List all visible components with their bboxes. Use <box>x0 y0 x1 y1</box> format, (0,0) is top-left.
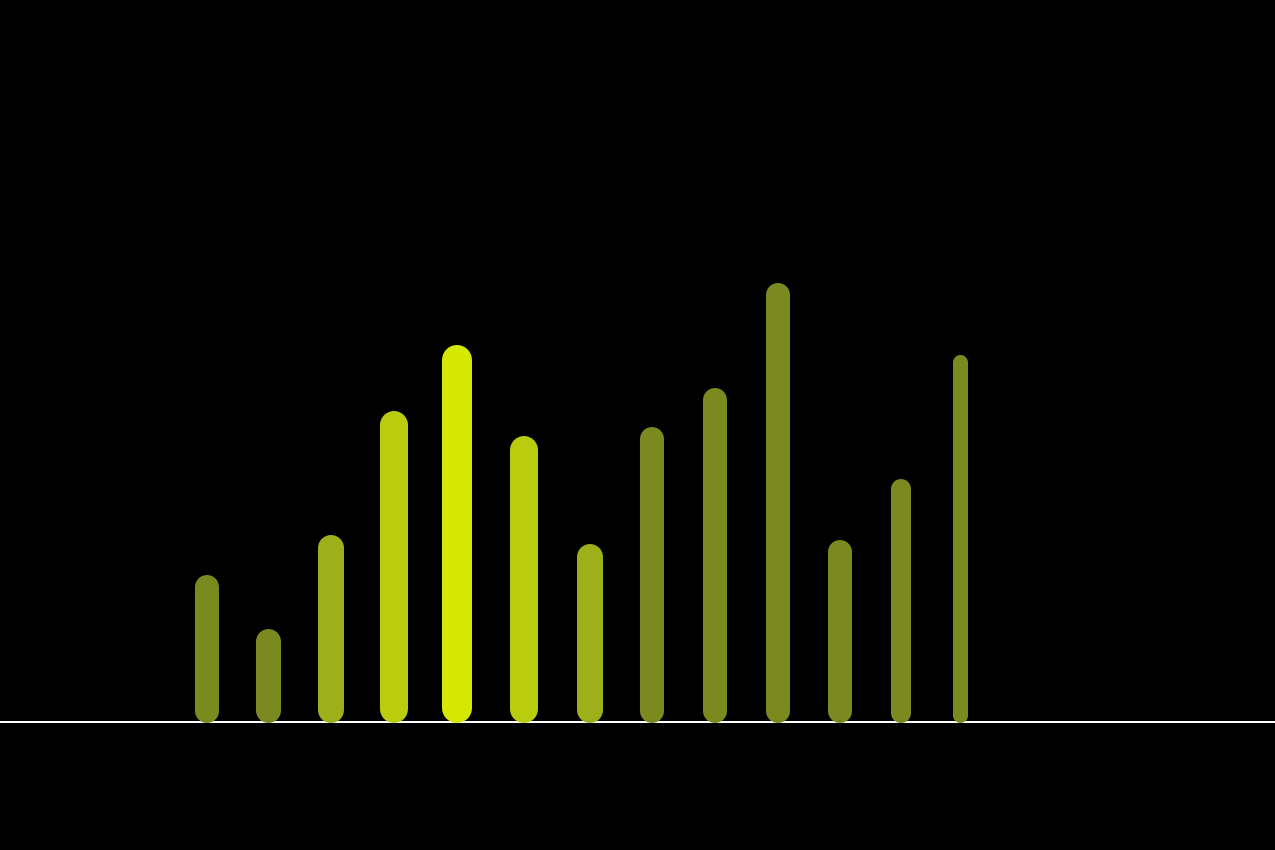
bar-12 <box>953 355 968 723</box>
bar-7 <box>640 427 664 723</box>
bar-8 <box>703 388 727 723</box>
bar-11 <box>891 479 911 723</box>
bar-0 <box>195 575 219 723</box>
bar-1 <box>256 629 281 723</box>
bar-9 <box>766 283 790 723</box>
bar-6 <box>577 544 603 723</box>
chart-baseline <box>0 721 1275 723</box>
bar-4 <box>442 345 472 723</box>
bar-chart <box>0 0 1275 723</box>
bar-3 <box>380 411 408 723</box>
bar-2 <box>318 535 344 723</box>
bar-5 <box>510 436 538 723</box>
bar-10 <box>828 540 852 723</box>
